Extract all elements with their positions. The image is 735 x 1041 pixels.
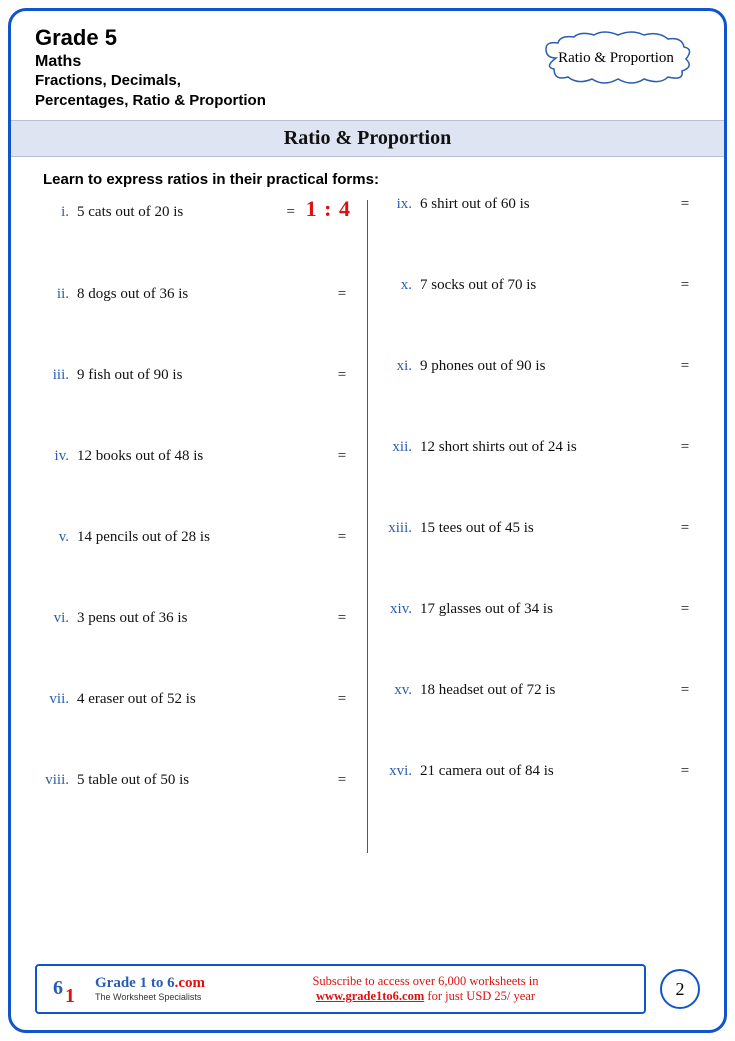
logo-suffix: .com (175, 975, 205, 991)
instructions-text: Learn to express ratios in their practic… (11, 157, 724, 196)
question-numeral: ix. (384, 196, 420, 213)
column-divider (367, 200, 368, 853)
question-text: 12 short shirts out of 24 is (420, 439, 676, 456)
question-numeral: viii. (41, 772, 77, 789)
question-text: 8 dogs out of 36 is (77, 286, 333, 303)
worksheet-frame: Grade 5 Maths Fractions, Decimals,Percen… (8, 8, 727, 1033)
question-text: 14 pencils out of 28 is (77, 529, 333, 546)
questions-area: i.5 cats out of 20 is=1 : 4ii.8 dogs out… (11, 196, 724, 853)
page-number: 2 (660, 969, 700, 1009)
question-text: 18 headset out of 72 is (420, 682, 676, 699)
worksheet-title: Ratio & Proportion (11, 120, 724, 157)
left-column: i.5 cats out of 20 is=1 : 4ii.8 dogs out… (35, 196, 357, 853)
question-numeral: xv. (384, 682, 420, 699)
question-row: xi.9 phones out of 90 is= (384, 358, 694, 375)
question-numeral: iv. (41, 448, 77, 465)
equals-sign: = (333, 367, 351, 384)
question-row: viii.5 table out of 50 is= (41, 772, 351, 789)
cloud-label: Ratio & Proportion (558, 50, 674, 67)
subscribe-text: Subscribe to access over 6,000 worksheet… (217, 974, 634, 1004)
question-text: 6 shirt out of 60 is (420, 196, 676, 213)
question-row: xii.12 short shirts out of 24 is= (384, 439, 694, 456)
question-numeral: v. (41, 529, 77, 546)
example-answer: 1 : 4 (300, 196, 351, 222)
question-text: 17 glasses out of 34 is (420, 601, 676, 618)
question-numeral: iii. (41, 367, 77, 384)
question-row: v.14 pencils out of 28 is= (41, 529, 351, 546)
footer-box: 6 1 Grade 1 to 6.com The Worksheet Speci… (35, 964, 646, 1014)
equals-sign: = (676, 196, 694, 213)
equals-sign: = (333, 691, 351, 708)
question-numeral: i. (41, 204, 77, 221)
question-numeral: ii. (41, 286, 77, 303)
question-row: xvi.21 camera out of 84 is= (384, 763, 694, 780)
question-text: 5 table out of 50 is (77, 772, 333, 789)
question-text: 21 camera out of 84 is (420, 763, 676, 780)
subscribe-line1: Subscribe to access over 6,000 worksheet… (312, 974, 538, 988)
worksheet-header: Grade 5 Maths Fractions, Decimals,Percen… (11, 11, 724, 120)
question-numeral: xi. (384, 358, 420, 375)
question-row: iv.12 books out of 48 is= (41, 448, 351, 465)
logo-tagline: The Worksheet Specialists (95, 993, 205, 1002)
worksheet-footer: 6 1 Grade 1 to 6.com The Worksheet Speci… (35, 964, 700, 1014)
question-text: 5 cats out of 20 is (77, 204, 282, 221)
question-row: ii.8 dogs out of 36 is= (41, 286, 351, 303)
equals-sign: = (282, 204, 300, 221)
equals-sign: = (676, 682, 694, 699)
equals-sign: = (676, 601, 694, 618)
question-row: x.7 socks out of 70 is= (384, 277, 694, 294)
question-row: vi.3 pens out of 36 is= (41, 610, 351, 627)
question-row: xiii.15 tees out of 45 is= (384, 520, 694, 537)
question-numeral: vii. (41, 691, 77, 708)
question-text: 12 books out of 48 is (77, 448, 333, 465)
equals-sign: = (333, 286, 351, 303)
question-row: ix.6 shirt out of 60 is= (384, 196, 694, 213)
question-text: 7 socks out of 70 is (420, 277, 676, 294)
question-row: iii.9 fish out of 90 is= (41, 367, 351, 384)
equals-sign: = (676, 520, 694, 537)
question-numeral: xii. (384, 439, 420, 456)
brand-logo-icon: 6 1 (47, 972, 81, 1006)
equals-sign: = (676, 277, 694, 294)
question-numeral: xiv. (384, 601, 420, 618)
subscribe-line2: for just USD 25/ year (424, 989, 535, 1003)
equals-sign: = (676, 439, 694, 456)
question-row: xv.18 headset out of 72 is= (384, 682, 694, 699)
svg-text:6: 6 (53, 977, 63, 999)
brand-logo-text: Grade 1 to 6.com The Worksheet Specialis… (95, 976, 205, 1002)
question-text: 9 phones out of 90 is (420, 358, 676, 375)
subscribe-link[interactable]: www.grade1to6.com (316, 989, 424, 1003)
question-text: 9 fish out of 90 is (77, 367, 333, 384)
equals-sign: = (676, 763, 694, 780)
equals-sign: = (333, 610, 351, 627)
equals-sign: = (333, 772, 351, 789)
question-row: xiv.17 glasses out of 34 is= (384, 601, 694, 618)
right-column: ix.6 shirt out of 60 is=x.7 socks out of… (378, 196, 700, 853)
equals-sign: = (333, 529, 351, 546)
topic-cloud: Ratio & Proportion (536, 31, 696, 85)
question-row: i.5 cats out of 20 is=1 : 4 (41, 196, 351, 222)
question-row: vii.4 eraser out of 52 is= (41, 691, 351, 708)
logo-main: Grade 1 to 6 (95, 975, 175, 991)
question-text: 4 eraser out of 52 is (77, 691, 333, 708)
question-text: 3 pens out of 36 is (77, 610, 333, 627)
question-numeral: xiii. (384, 520, 420, 537)
equals-sign: = (676, 358, 694, 375)
question-numeral: vi. (41, 610, 77, 627)
equals-sign: = (333, 448, 351, 465)
svg-text:1: 1 (65, 985, 75, 1006)
question-numeral: x. (384, 277, 420, 294)
question-numeral: xvi. (384, 763, 420, 780)
question-text: 15 tees out of 45 is (420, 520, 676, 537)
